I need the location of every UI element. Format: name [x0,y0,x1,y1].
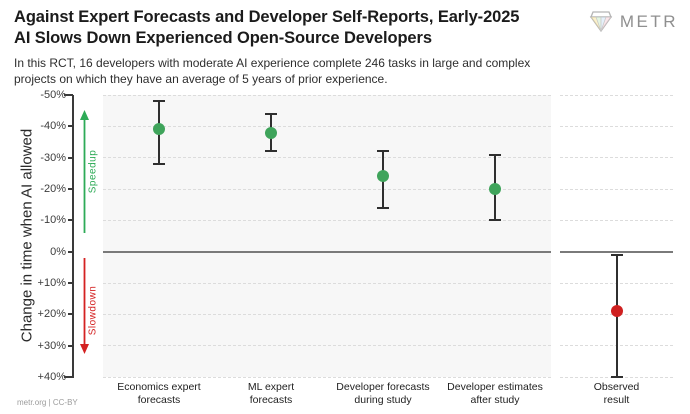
slowdown-label: Slowdown [87,285,98,336]
y-tick-mark [68,313,73,316]
gridline [103,219,551,221]
y-tick-mark [68,156,73,159]
gridline [560,94,673,96]
zero-line [560,250,673,253]
y-tick-mark [68,188,73,190]
gridline [103,94,551,96]
y-tick-mark [68,94,73,96]
error-bar-cap-top [489,153,501,156]
metr-logo: METR [589,10,678,33]
y-tick-label: -10% [40,214,66,227]
gridline [103,125,551,127]
y-tick-label: -20% [40,183,66,195]
error-bar-cap-top [610,253,623,256]
y-axis-title: Change in time when AI allowed [18,128,36,343]
y-tick-mark [68,376,73,378]
gridline [560,188,673,190]
y-tick-label: -50% [40,89,66,101]
speedup-label: Speedup [87,149,98,194]
main-plot-panel [103,95,551,377]
y-tick-label: +40% [37,371,66,383]
x-axis-label: Developer estimates after study [447,381,543,407]
gridline [560,157,673,159]
page-title: Against Expert Forecasts and Developer S… [14,7,519,49]
data-point [377,170,389,183]
y-axis-line [71,95,74,378]
gridline [560,125,673,127]
error-bar-cap-bottom [489,219,501,222]
error-bar-cap-bottom [610,376,623,378]
y-tick-label: -30% [40,151,66,164]
slowdown-arrow-icon [80,258,89,354]
metr-gem-icon [589,10,613,33]
error-bar-cap-top [265,112,277,115]
title-line-1: Against Expert Forecasts and Developer S… [14,8,520,26]
subtitle-line-1: In this RCT, 16 developers with moderate… [14,56,531,70]
y-tick-mark [68,125,73,128]
gridline [103,282,551,284]
x-axis-label: Observed result [593,381,640,407]
footer-credit: metr.org | CC-BY [17,398,78,407]
metr-wordmark: METR [619,11,678,31]
x-axis-label: ML expert forecasts [247,381,295,407]
data-point [610,305,623,318]
error-bar-cap-bottom [265,150,277,153]
y-tick-label: -40% [40,120,66,133]
gridline [103,376,551,378]
gridline [560,219,673,221]
zero-line [103,250,551,253]
gridline [103,345,551,347]
error-bar-cap-top [153,100,165,103]
speedup-arrow-icon [80,110,89,233]
y-tick-mark [68,219,73,222]
y-tick-label: +10% [37,277,66,289]
data-point [153,123,165,136]
y-tick-label: +30% [37,339,66,352]
title-line-2: AI Slows Down Experienced Open-Source De… [14,29,432,48]
subtitle: In this RCT, 16 developers with moderate… [14,55,530,87]
error-bar-cap-bottom [377,206,389,209]
gridline [103,313,551,315]
data-point [265,126,277,139]
data-point [489,183,501,195]
x-axis-label: Economics expert forecasts [117,381,201,407]
x-axis-label: Developer forecasts during study [336,381,430,407]
gridline [103,157,551,159]
error-bar-cap-bottom [153,162,165,165]
y-tick-mark [68,344,73,347]
subtitle-line-2: projects on which they have an average o… [14,72,388,87]
y-tick-label: 0% [50,245,66,258]
y-tick-mark [68,282,73,284]
gridline [103,188,551,190]
y-tick-mark [68,250,73,253]
y-tick-label: +20% [37,308,66,321]
error-bar-cap-top [377,150,389,153]
